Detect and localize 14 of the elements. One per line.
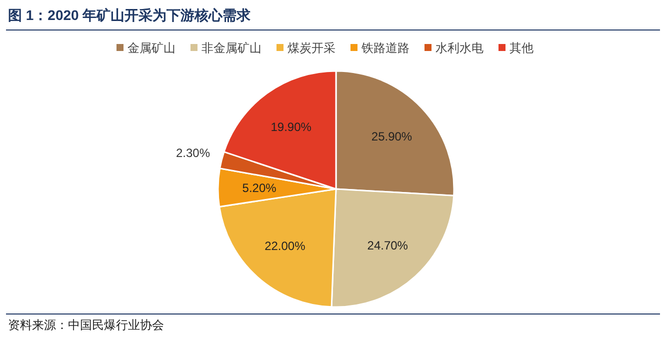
chart-title: 图 1：2020 年矿山开采为下游核心需求 bbox=[8, 7, 252, 23]
legend-label: 其他 bbox=[510, 41, 534, 55]
legend-label: 金属矿山 bbox=[128, 41, 176, 55]
text: 资料来源：中国民爆行业协会 bbox=[8, 318, 164, 332]
legend-label: 非金属矿山 bbox=[202, 41, 262, 55]
data-label: 19.90% bbox=[270, 120, 312, 134]
data-label: 22.00% bbox=[264, 239, 306, 254]
data-label: 24.70% bbox=[367, 238, 408, 253]
data-label: 25.90% bbox=[371, 129, 412, 144]
legend-label: 铁路道路 bbox=[360, 41, 410, 55]
legend-label: 煤炭开采 bbox=[288, 41, 336, 55]
legend-label: 水利水电 bbox=[436, 41, 484, 55]
data-label: 2.30% bbox=[176, 146, 210, 160]
data-label: 5.20% bbox=[242, 181, 277, 196]
